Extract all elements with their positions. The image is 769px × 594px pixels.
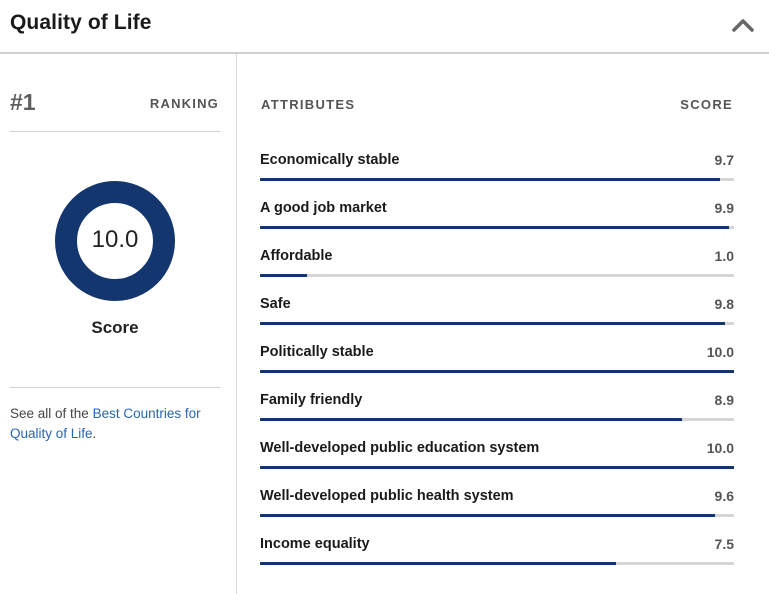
score-value: 10.0: [91, 226, 139, 253]
attribute-score: 1.0: [714, 248, 734, 264]
score-header: SCORE: [680, 97, 733, 112]
attribute-bar-fill: [260, 226, 729, 229]
attribute-score: 9.9: [714, 200, 734, 216]
attribute-name: Safe: [260, 296, 291, 312]
rank-label: RANKING: [149, 96, 219, 111]
see-all-text: See all of the Best Countries for Qualit…: [10, 404, 222, 444]
attribute-row: Economically stable 9.7: [260, 152, 734, 200]
rank-value: #1: [10, 89, 36, 115]
attribute-bar-track: [260, 226, 734, 229]
attribute-score: 9.7: [714, 152, 734, 168]
best-countries-link[interactable]: Best Countries for Quality of Life: [10, 406, 201, 441]
attribute-row: Well-developed public health system 9.6: [260, 488, 734, 536]
attribute-name: Family friendly: [260, 392, 363, 408]
attribute-score: 7.5: [714, 536, 734, 552]
score-donut: [55, 181, 175, 301]
attribute-row: Income equality 7.5: [260, 536, 734, 584]
attribute-name: A good job market: [260, 200, 387, 216]
chevron-up-icon: [732, 19, 754, 32]
attribute-score: 10.0: [706, 344, 734, 360]
attribute-score: 8.9: [714, 392, 734, 408]
attribute-name: Economically stable: [260, 152, 400, 168]
ranking-panel: #1 RANKING 10.0 Score See all of the Bes…: [0, 54, 237, 594]
attribute-row: A good job market 9.9: [260, 200, 734, 248]
attribute-bar-track: [260, 466, 734, 469]
attribute-name: Affordable: [260, 248, 333, 264]
attribute-bar-fill: [260, 370, 734, 373]
see-all-prefix: See all of the: [10, 406, 93, 421]
score-donut-arc: [55, 181, 175, 301]
attribute-row: Affordable 1.0: [260, 248, 734, 296]
see-all-suffix: .: [92, 426, 97, 441]
attribute-name: Well-developed public health system: [260, 488, 514, 504]
attribute-bar-track: [260, 178, 734, 181]
attribute-bar-fill: [260, 178, 720, 181]
attribute-bar-fill: [260, 418, 682, 421]
attributes-header: ATTRIBUTES: [261, 97, 356, 112]
attribute-bar-track: [260, 562, 734, 565]
attribute-bar-track: [260, 370, 734, 373]
attribute-bar-fill: [260, 322, 725, 325]
attributes-panel: ATTRIBUTES SCORE Economically stable 9.7 A…: [237, 54, 769, 594]
score-label: Score: [91, 318, 139, 337]
attribute-score: 10.0: [706, 440, 734, 456]
attribute-score: 9.8: [714, 296, 734, 312]
attribute-bar-track: [260, 274, 734, 277]
attribute-row: Well-developed public education system 10…: [260, 440, 734, 488]
attribute-bar-track: [260, 322, 734, 325]
attribute-row: Family friendly 8.9: [260, 392, 734, 440]
attribute-name: Politically stable: [260, 344, 374, 360]
section-header: Quality of Life: [0, 0, 769, 54]
divider: [10, 387, 220, 388]
attribute-bar-track: [260, 418, 734, 421]
attribute-bar-fill: [260, 466, 734, 469]
attribute-name: Income equality: [260, 536, 370, 552]
section-title: Quality of Life: [10, 11, 152, 34]
attribute-row: Safe 9.8: [260, 296, 734, 344]
attribute-row: Politically stable 10.0: [260, 344, 734, 392]
attribute-bar-fill: [260, 514, 715, 517]
attribute-bar-fill: [260, 274, 307, 277]
attribute-bar-fill: [260, 562, 616, 565]
collapse-button[interactable]: [728, 12, 758, 40]
divider: [10, 131, 220, 132]
attribute-score: 9.6: [714, 488, 734, 504]
attribute-name: Well-developed public education system: [260, 440, 540, 456]
attribute-bar-track: [260, 514, 734, 517]
